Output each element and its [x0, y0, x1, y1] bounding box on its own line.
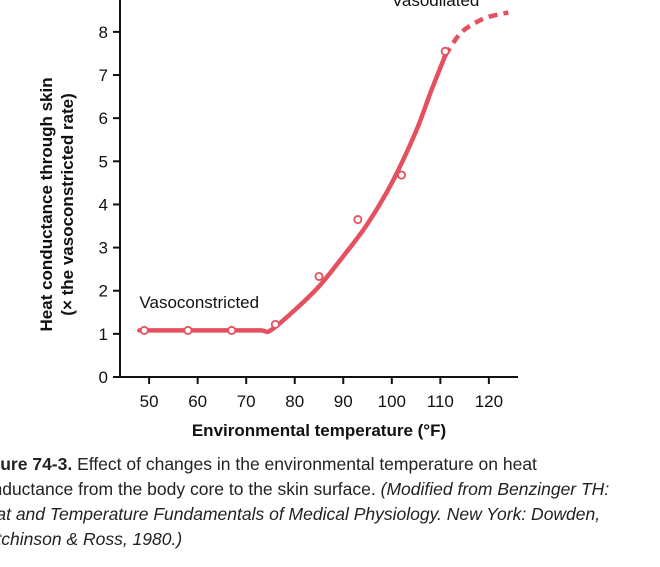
data-point: [314, 271, 324, 281]
y-tick-label: 1: [99, 325, 108, 344]
y-tick-label: 4: [99, 195, 108, 214]
data-point: [397, 170, 407, 180]
y-axis-title: Heat conductance through skin (× the vas…: [37, 77, 77, 331]
caption-text: Effect of changes in the environmental t…: [0, 454, 537, 499]
data-point: [183, 325, 193, 335]
y-axis-title-line1: Heat conductance through skin: [37, 77, 56, 331]
data-point: [440, 46, 450, 56]
annotation-label: Vasodilated: [392, 0, 480, 10]
x-tick-label: 100: [378, 392, 406, 411]
data-point: [227, 325, 237, 335]
x-tick-label: 120: [475, 392, 503, 411]
y-tick-label: 8: [99, 23, 108, 42]
y-axis-title-line2: (× the vasoconstricted rate): [58, 93, 77, 316]
y-axis-ticks: 0 1 2 3 4 5 6 7 8: [99, 23, 120, 387]
y-tick-label: 7: [99, 66, 108, 85]
heat-conductance-chart: 0 1 2 3 4 5 6 7 8 50 60 70 80 90 100 110 120 Vasoconstr…: [37, 0, 518, 440]
x-axis-title: Environmental temperature (°F): [192, 421, 446, 440]
x-tick-label: 90: [334, 392, 353, 411]
data-point: [353, 215, 363, 225]
data-point: [139, 325, 149, 335]
data-point: [270, 319, 280, 329]
data-points: [139, 46, 450, 335]
figure-label: Figure 74-3.: [0, 454, 73, 474]
caption-citation: (Modified from Benzinger TH: Heat and Te…: [0, 479, 610, 549]
x-tick-label: 70: [237, 392, 256, 411]
x-tick-label: 110: [427, 392, 454, 411]
x-tick-label: 80: [285, 392, 304, 411]
x-tick-label: 50: [140, 392, 159, 411]
y-tick-label: 3: [99, 239, 108, 258]
annotation-label: Vasoconstricted: [139, 293, 259, 312]
figure-caption: Figure 74-3. Effect of changes in the en…: [0, 452, 614, 552]
x-axis-ticks: 50 60 70 80 90 100 110 120: [140, 377, 503, 411]
x-tick-label: 60: [188, 392, 207, 411]
y-tick-label: 5: [99, 152, 108, 171]
series-line-solid: [137, 53, 448, 335]
y-tick-label: 6: [99, 109, 108, 128]
annotations: Vasoconstricted Vasodilated: [139, 0, 479, 312]
y-tick-label: 2: [99, 282, 108, 301]
y-tick-label: 0: [99, 368, 108, 387]
series-line-dashed: [443, 10, 509, 57]
